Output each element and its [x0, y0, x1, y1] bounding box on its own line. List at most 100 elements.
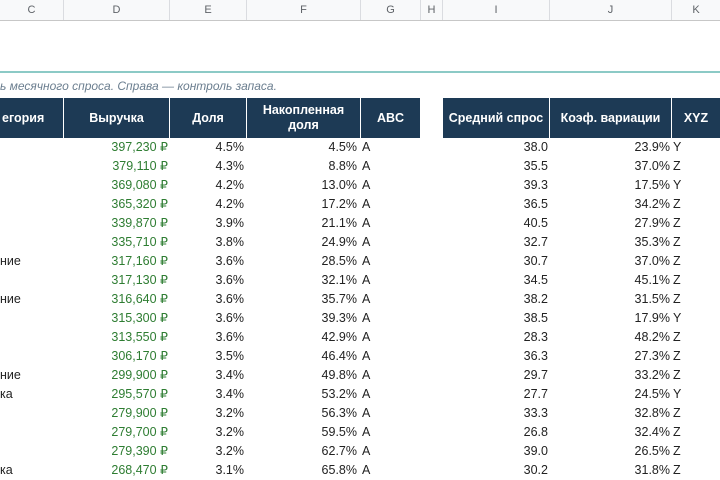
cell-cumulative[interactable]: 28.5%: [321, 254, 357, 268]
cell-share[interactable]: 3.6%: [215, 254, 245, 268]
cell-xyz[interactable]: Z: [673, 330, 681, 344]
cell-avg-demand[interactable]: 38.2: [523, 292, 548, 306]
column-header-i[interactable]: I: [443, 0, 550, 20]
cell-abc[interactable]: A: [362, 463, 371, 477]
cell-revenue[interactable]: 397,230 ₽: [111, 140, 168, 154]
column-header-e[interactable]: E: [170, 0, 247, 20]
cell-avg-demand[interactable]: 40.5: [523, 216, 548, 230]
cell-variation[interactable]: 35.3%: [634, 235, 670, 249]
cell-revenue[interactable]: 313,550 ₽: [111, 330, 168, 344]
cell-cumulative[interactable]: 39.3%: [321, 311, 357, 325]
cell-abc[interactable]: A: [362, 235, 371, 249]
cell-abc[interactable]: A: [362, 292, 371, 306]
cell-variation[interactable]: 24.5%: [634, 387, 670, 401]
cell-variation[interactable]: 32.4%: [634, 425, 670, 439]
column-header-j[interactable]: J: [550, 0, 672, 20]
cell-avg-demand[interactable]: 28.3: [523, 330, 548, 344]
cell-revenue[interactable]: 335,710 ₽: [111, 235, 168, 249]
cell-variation[interactable]: 31.5%: [634, 292, 670, 306]
cell-category[interactable]: ка: [0, 387, 13, 401]
cell-revenue[interactable]: 279,390 ₽: [111, 444, 168, 458]
cell-revenue[interactable]: 315,300 ₽: [111, 311, 168, 325]
cell-category[interactable]: [0, 404, 64, 423]
cell-share[interactable]: 3.2%: [215, 444, 245, 458]
cell-share[interactable]: 3.5%: [215, 349, 245, 363]
cell-share[interactable]: 4.3%: [215, 159, 245, 173]
cell-abc[interactable]: A: [362, 311, 371, 325]
cell-revenue[interactable]: 295,570 ₽: [111, 387, 168, 401]
cell-abc[interactable]: A: [362, 425, 371, 439]
cell-xyz[interactable]: Z: [673, 425, 681, 439]
cell-avg-demand[interactable]: 34.5: [523, 273, 548, 287]
cell-revenue[interactable]: 268,470 ₽: [111, 463, 168, 477]
column-header-c[interactable]: C: [0, 0, 64, 20]
cell-avg-demand[interactable]: 29.7: [523, 368, 548, 382]
cell-category[interactable]: ние: [0, 368, 21, 382]
cell-category[interactable]: ка: [0, 463, 13, 477]
cell-abc[interactable]: A: [362, 368, 371, 382]
header-variation-coefficient[interactable]: Коэф. вариации: [550, 98, 672, 138]
cell-revenue[interactable]: 299,900 ₽: [111, 368, 168, 382]
cell-share[interactable]: 4.2%: [215, 178, 245, 192]
cell-xyz[interactable]: Z: [673, 463, 681, 477]
cell-variation[interactable]: 31.8%: [634, 463, 670, 477]
cell-avg-demand[interactable]: 27.7: [523, 387, 548, 401]
cell-xyz[interactable]: Z: [673, 235, 681, 249]
cell-category[interactable]: [0, 442, 64, 461]
cell-share[interactable]: 3.6%: [215, 273, 245, 287]
cell-cumulative[interactable]: 46.4%: [321, 349, 357, 363]
cell-revenue[interactable]: 317,160 ₽: [111, 254, 168, 268]
cell-cumulative[interactable]: 65.8%: [321, 463, 357, 477]
cell-revenue[interactable]: 279,900 ₽: [111, 406, 168, 420]
cell-share[interactable]: 3.6%: [215, 330, 245, 344]
cell-avg-demand[interactable]: 36.5: [523, 197, 548, 211]
cell-cumulative[interactable]: 24.9%: [321, 235, 357, 249]
cell-avg-demand[interactable]: 30.7: [523, 254, 548, 268]
cell-avg-demand[interactable]: 39.3: [523, 178, 548, 192]
cell-revenue[interactable]: 279,700 ₽: [111, 425, 168, 439]
cell-abc[interactable]: A: [362, 159, 371, 173]
cell-cumulative[interactable]: 35.7%: [321, 292, 357, 306]
cell-share[interactable]: 3.6%: [215, 311, 245, 325]
cell-xyz[interactable]: Z: [673, 406, 681, 420]
cell-variation[interactable]: 23.9%: [634, 140, 670, 154]
cell-revenue[interactable]: 317,130 ₽: [111, 273, 168, 287]
header-revenue[interactable]: Выручка: [64, 98, 170, 138]
cell-xyz[interactable]: Y: [673, 178, 682, 192]
cell-avg-demand[interactable]: 30.2: [523, 463, 548, 477]
cell-cumulative[interactable]: 53.2%: [321, 387, 357, 401]
cell-variation[interactable]: 32.8%: [634, 406, 670, 420]
cell-cumulative[interactable]: 13.0%: [321, 178, 357, 192]
header-cumulative-share[interactable]: Накопленная доля: [247, 98, 361, 138]
cell-revenue[interactable]: 379,110 ₽: [112, 159, 168, 173]
cell-xyz[interactable]: Z: [673, 216, 681, 230]
cell-share[interactable]: 3.2%: [215, 406, 245, 420]
cell-avg-demand[interactable]: 36.3: [523, 349, 548, 363]
cell-variation[interactable]: 33.2%: [634, 368, 670, 382]
cell-category[interactable]: [0, 195, 64, 214]
cell-cumulative[interactable]: 21.1%: [321, 216, 357, 230]
cell-xyz[interactable]: Y: [673, 311, 682, 325]
header-abc[interactable]: ABC: [361, 98, 421, 138]
column-header-k[interactable]: K: [692, 4, 700, 16]
cell-xyz[interactable]: Y: [673, 387, 682, 401]
cell-category[interactable]: [0, 309, 64, 328]
cell-cumulative[interactable]: 42.9%: [321, 330, 357, 344]
cell-avg-demand[interactable]: 33.3: [523, 406, 548, 420]
cell-xyz[interactable]: Z: [673, 292, 681, 306]
cell-avg-demand[interactable]: 26.8: [523, 425, 548, 439]
cell-share[interactable]: 4.2%: [215, 197, 245, 211]
header-category[interactable]: егория: [0, 98, 64, 138]
cell-share[interactable]: 4.5%: [215, 140, 245, 154]
cell-xyz[interactable]: Z: [673, 159, 681, 173]
cell-category[interactable]: [0, 233, 64, 252]
cell-share[interactable]: 3.2%: [215, 425, 245, 439]
cell-avg-demand[interactable]: 38.5: [523, 311, 548, 325]
cell-abc[interactable]: A: [362, 387, 371, 401]
cell-variation[interactable]: 26.5%: [634, 444, 670, 458]
cell-cumulative[interactable]: 32.1%: [321, 273, 357, 287]
cell-category[interactable]: [0, 347, 64, 366]
cell-variation[interactable]: 37.0%: [634, 159, 670, 173]
cell-share[interactable]: 3.4%: [215, 368, 245, 382]
cell-share[interactable]: 3.6%: [215, 292, 245, 306]
